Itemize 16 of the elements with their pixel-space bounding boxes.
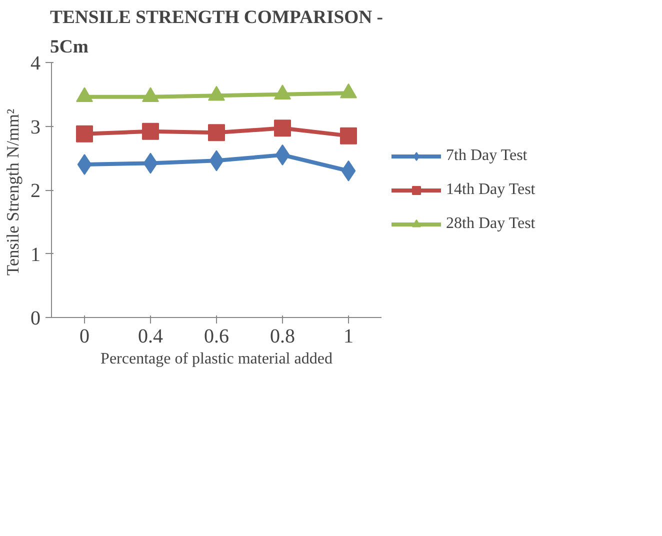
x-axis-title: Percentage of plastic material added xyxy=(100,350,332,368)
x-tick-label: 0 xyxy=(80,326,90,348)
legend-label: 7th Day Test xyxy=(446,146,528,164)
y-axis-title: Tensile Strength N/mm² xyxy=(4,108,22,276)
legend-label: 28th Day Test xyxy=(446,214,536,232)
y-tick-label: 2 xyxy=(30,180,40,202)
legend-label: 14th Day Test xyxy=(446,180,536,198)
x-tick-label: 1 xyxy=(344,326,354,348)
y-tick-label: 0 xyxy=(30,308,40,330)
y-tick-label: 3 xyxy=(30,116,40,138)
x-tick-label: 0.4 xyxy=(138,326,163,348)
chart-title: TENSILE STRENGTH COMPARISON - 5Cm xyxy=(50,7,383,58)
x-tick-label: 0.8 xyxy=(270,326,295,348)
y-tick-label: 1 xyxy=(30,244,40,266)
x-tick-label: 0.6 xyxy=(204,326,229,348)
y-tick-label: 4 xyxy=(30,52,40,74)
